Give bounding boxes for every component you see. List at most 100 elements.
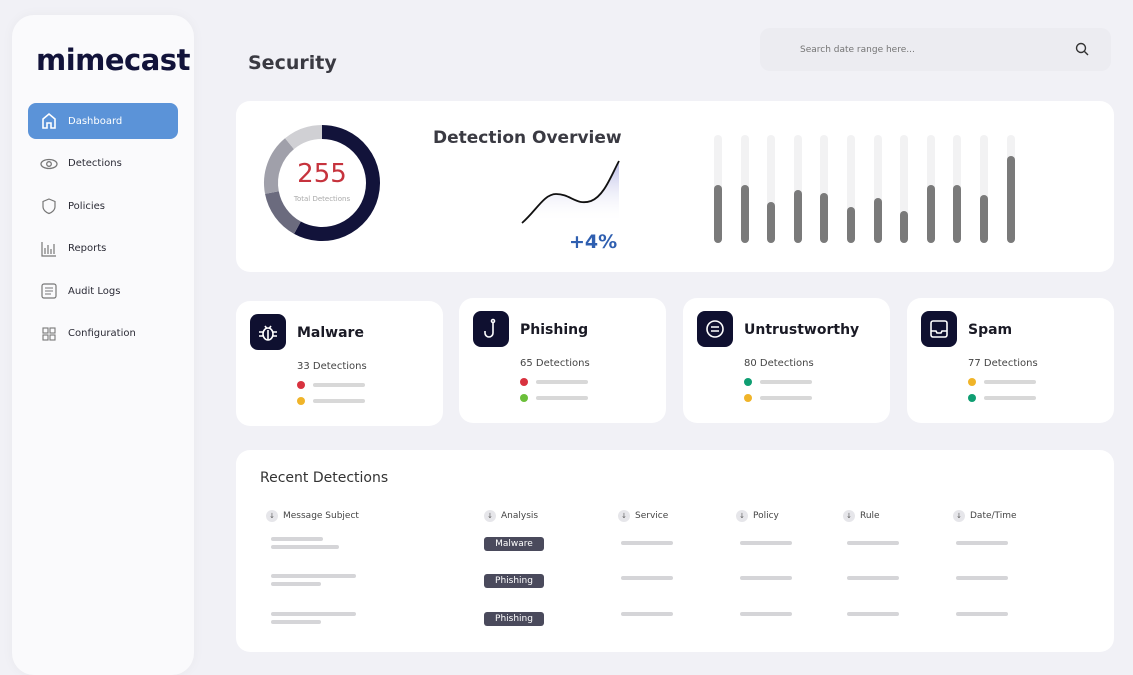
status-dot [744, 394, 752, 402]
placeholder-line [621, 541, 673, 545]
overview-bar [873, 197, 882, 243]
category-card-phishing[interactable]: Phishing 65 Detections [459, 298, 666, 423]
overview-bar-track [793, 135, 802, 243]
sidebar-item-policies[interactable]: Policies [28, 188, 178, 224]
sort-arrow-icon[interactable]: ↓ [266, 510, 278, 522]
placeholder-line [621, 576, 673, 580]
overview-title: Detection Overview [433, 128, 622, 148]
sidebar-nav: Dashboard Detections Policies Reports Au… [28, 103, 178, 358]
status-dot [744, 378, 752, 386]
category-card-malware[interactable]: Malware 33 Detections [236, 301, 443, 426]
placeholder-line [847, 612, 899, 616]
analysis-badge: Phishing [484, 612, 544, 626]
placeholder-line [740, 541, 792, 545]
donut-segment [264, 138, 295, 194]
placeholder-line [956, 576, 1008, 580]
placeholder-line [271, 620, 321, 624]
category-name: Untrustworthy [744, 322, 860, 338]
sort-arrow-icon[interactable]: ↓ [484, 510, 496, 522]
overview-bar [847, 207, 855, 243]
hook-icon [473, 311, 509, 347]
column-header[interactable]: ↓ Rule [843, 510, 880, 522]
placeholder-line [847, 576, 899, 580]
category-count: 77 Detections [968, 358, 1038, 369]
category-name: Phishing [520, 322, 589, 338]
search-icon[interactable] [1075, 42, 1089, 56]
overview-bar-track [1006, 135, 1015, 243]
overview-bar [953, 184, 962, 243]
category-legend-row [968, 378, 1036, 386]
category-legend-row [520, 394, 588, 402]
column-header[interactable]: ↓ Service [618, 510, 668, 522]
category-card-untrustworthy[interactable]: Untrustworthy 80 Detections [683, 298, 890, 423]
category-legend-row [297, 397, 365, 405]
status-dot [520, 378, 528, 386]
home-icon [42, 112, 56, 129]
category-name: Malware [297, 325, 364, 341]
donut-segment [265, 190, 302, 234]
placeholder-line [760, 396, 812, 400]
recent-detections-card: Recent Detections ↓ Message Subject ↓ Analy… [236, 450, 1114, 652]
column-header[interactable]: ↓ Analysis [484, 510, 538, 522]
overview-bar-track [953, 135, 962, 243]
mimecast-logo: mimecast [36, 43, 190, 77]
placeholder-line [271, 537, 323, 541]
overview-bar [1006, 155, 1015, 243]
overview-bar [740, 184, 749, 243]
placeholder-line [847, 541, 899, 545]
sidebar-item-configuration[interactable]: Configuration [28, 316, 178, 352]
overview-bar [793, 190, 802, 243]
sidebar-item-audit-logs[interactable]: Audit Logs [28, 273, 178, 309]
sort-arrow-icon[interactable]: ↓ [843, 510, 855, 522]
column-header[interactable]: ↓ Policy [736, 510, 779, 522]
sidebar-item-detections[interactable]: Detections [28, 146, 178, 182]
inbox-icon [921, 311, 957, 347]
placeholder-line [621, 612, 673, 616]
placeholder-line [984, 380, 1036, 384]
status-dot [520, 394, 528, 402]
sort-arrow-icon[interactable]: ↓ [618, 510, 630, 522]
category-legend-row [744, 394, 812, 402]
placeholder-line [271, 545, 339, 549]
donut-segment [285, 125, 323, 150]
column-header-label: Analysis [501, 511, 539, 521]
sidebar-item-label: Detections [68, 158, 122, 169]
total-detections-value: 255 [297, 159, 347, 189]
sidebar-item-dashboard[interactable]: Dashboard [28, 103, 178, 139]
eye-icon [40, 158, 58, 169]
category-count: 65 Detections [520, 358, 590, 369]
category-legend-row [968, 394, 1036, 402]
document-icon [41, 283, 57, 299]
overview-bar-track [767, 135, 776, 243]
column-header-label: Message Subject [283, 511, 359, 521]
column-header[interactable]: ↓ Message Subject [266, 510, 359, 522]
analysis-badge: Phishing [484, 574, 544, 588]
overview-bar [980, 195, 988, 243]
recent-detections-title: Recent Detections [260, 470, 389, 486]
placeholder-line [536, 396, 588, 400]
bar-chart-icon [41, 241, 56, 257]
sidebar-item-reports[interactable]: Reports [28, 231, 178, 267]
placeholder-line [536, 380, 588, 384]
placeholder-line [956, 612, 1008, 616]
search-input[interactable] [800, 44, 1060, 55]
placeholder-line [313, 383, 365, 387]
category-name: Spam [968, 322, 1013, 338]
sidebar-item-label: Audit Logs [68, 285, 121, 297]
overview-bar-track [926, 135, 935, 243]
shield-icon [42, 198, 56, 215]
overview-bar [767, 201, 776, 243]
overview-change: +4% [569, 231, 618, 253]
sort-arrow-icon[interactable]: ↓ [736, 510, 748, 522]
column-header-label: Service [635, 511, 669, 521]
sidebar-item-label: Reports [68, 243, 107, 254]
overview-bar [714, 184, 722, 243]
trend-sparkline [521, 160, 620, 224]
column-header-label: Date/Time [970, 511, 1017, 521]
placeholder-line [271, 612, 356, 616]
category-card-spam[interactable]: Spam 77 Detections [907, 298, 1114, 423]
sidebar-item-label: Policies [68, 200, 105, 212]
column-header[interactable]: ↓ Date/Time [953, 510, 1017, 522]
search-bar[interactable] [760, 28, 1111, 71]
sort-arrow-icon[interactable]: ↓ [953, 510, 965, 522]
